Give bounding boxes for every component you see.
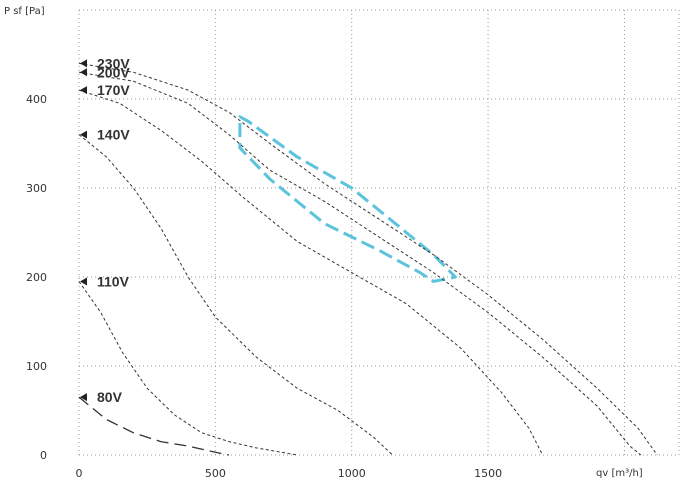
curve-marker-110v [80, 277, 87, 286]
curves [78, 62, 658, 456]
x-tick-label: 500 [205, 467, 226, 480]
curve-140v [78, 134, 393, 456]
curve-marker-80v [80, 393, 87, 402]
curve-label-230v: 230V [97, 55, 130, 71]
y-tick-label: 200 [26, 271, 47, 284]
curve-170v [78, 89, 544, 456]
x-tick-label: 1000 [338, 467, 366, 480]
operating-zone [238, 115, 457, 283]
curve-label-80v: 80V [97, 389, 123, 405]
y-tick-label: 300 [26, 182, 47, 195]
curve-230v [78, 62, 658, 456]
curve-label-170v: 170V [97, 82, 130, 98]
operating-zone-outline [238, 115, 457, 283]
curve-marker-230v [80, 59, 87, 68]
y-tick-label: 400 [26, 93, 47, 106]
curve-110v [78, 281, 298, 456]
x-tick-label: 1500 [474, 467, 502, 480]
curve-marker-200v [80, 68, 87, 77]
curve-marker-140v [80, 130, 87, 139]
curve-label-140v: 140V [97, 127, 130, 143]
curve-label-110v: 110V [97, 273, 130, 289]
x-axis-title: qv [m³/h] [596, 468, 643, 479]
curve-80v [78, 396, 230, 456]
curve-marker-170v [80, 86, 87, 95]
tick-labels: 0 500 1000 1500 0 100 200 300 400 [26, 93, 502, 480]
grid [78, 9, 680, 456]
y-tick-label: 100 [26, 360, 47, 373]
curve-label-200v: 200V [97, 64, 130, 80]
curve-200v [78, 71, 642, 456]
x-tick-label: 0 [76, 467, 83, 480]
y-tick-label: 0 [40, 449, 47, 462]
y-axis-title: P sf [Pa] [4, 6, 45, 17]
